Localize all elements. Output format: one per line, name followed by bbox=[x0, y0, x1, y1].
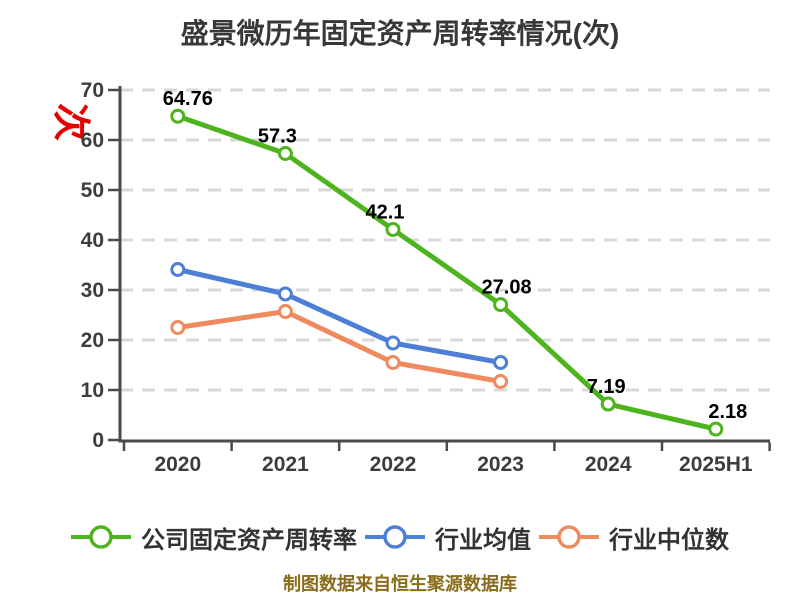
data-point-marker bbox=[277, 146, 293, 161]
legend-label: 行业均值 bbox=[435, 526, 531, 554]
y-axis-tick-label: 20 bbox=[81, 329, 104, 352]
footer-note: 制图数据来自恒生聚源数据库 bbox=[283, 574, 517, 594]
legend-marker-icon bbox=[365, 525, 425, 549]
data-point-marker bbox=[493, 297, 509, 313]
data-point-marker bbox=[385, 222, 401, 237]
data-point-marker bbox=[170, 320, 186, 335]
data-point-label: 7.19 bbox=[587, 376, 626, 398]
x-axis-label: 2023 bbox=[477, 453, 524, 476]
chart-title: 盛景微历年固定资产周转率情况(次) bbox=[180, 18, 620, 49]
data-point-marker bbox=[493, 355, 509, 370]
data-point-marker bbox=[385, 335, 401, 351]
y-axis-tick-label: 10 bbox=[81, 379, 104, 402]
legend-marker-icon bbox=[539, 525, 599, 549]
data-point-label: 64.76 bbox=[163, 88, 213, 110]
data-point-label: 2.18 bbox=[708, 401, 747, 423]
series-line-2 bbox=[175, 309, 504, 384]
data-point-marker bbox=[277, 286, 293, 302]
x-axis-label: 2024 bbox=[585, 453, 632, 476]
y-axis-tick-label: 30 bbox=[81, 279, 104, 302]
data-point-marker bbox=[493, 374, 509, 389]
legend: 公司固定资产周转率 行业均值 行业中位数 bbox=[0, 514, 800, 560]
data-point-marker bbox=[170, 262, 186, 277]
data-point-marker bbox=[277, 304, 293, 319]
legend-item-1: 行业均值 bbox=[365, 520, 531, 555]
y-axis-tick-label: 0 bbox=[92, 429, 104, 452]
data-point-label: 57.3 bbox=[258, 126, 297, 148]
legend-label: 公司固定资产周转率 bbox=[141, 526, 357, 554]
data-point-marker bbox=[170, 108, 186, 124]
legend-item-0: 公司固定资产周转率 bbox=[71, 520, 357, 555]
series-line-1 bbox=[175, 267, 504, 365]
y-axis-tick-label: 50 bbox=[81, 179, 104, 202]
y-axis-tick-label: 60 bbox=[81, 129, 104, 152]
x-axis-label: 2022 bbox=[370, 453, 417, 476]
data-point-label: 42.1 bbox=[366, 202, 405, 224]
data-point-marker bbox=[600, 396, 616, 412]
data-point-marker bbox=[708, 421, 724, 437]
x-axis-label: 2020 bbox=[154, 453, 201, 476]
series-line-0 bbox=[175, 113, 719, 432]
x-axis-label: 2025H1 bbox=[679, 453, 753, 476]
data-point-marker bbox=[385, 355, 401, 370]
legend-item-2: 行业中位数 bbox=[539, 520, 729, 555]
legend-label: 行业中位数 bbox=[609, 526, 729, 554]
x-axis-label: 2021 bbox=[262, 453, 309, 476]
legend-marker-icon bbox=[71, 525, 131, 549]
y-axis-tick-label: 70 bbox=[81, 79, 104, 102]
y-axis-tick-label: 40 bbox=[81, 229, 104, 252]
data-point-label: 27.08 bbox=[482, 277, 532, 299]
